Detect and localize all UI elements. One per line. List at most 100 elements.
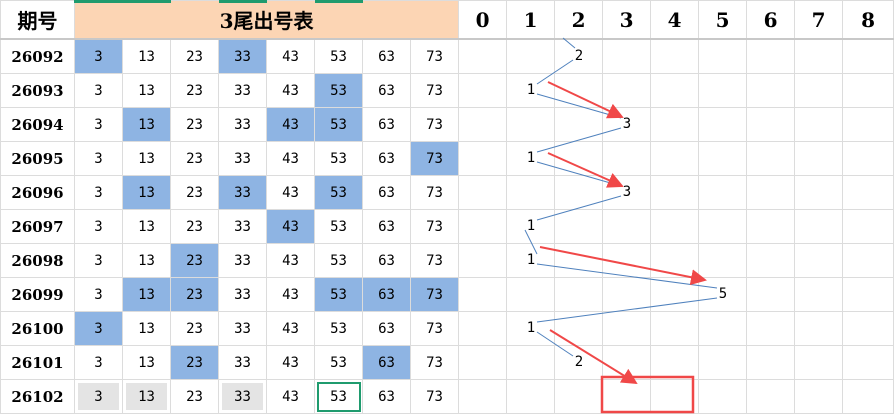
number-cell[interactable]: 73 [409, 379, 460, 414]
digit-header-3[interactable]: 3 [602, 0, 652, 40]
number-cell[interactable]: 43 [266, 277, 315, 312]
digit-cell[interactable] [746, 73, 796, 108]
number-cell[interactable]: 33 [218, 311, 267, 346]
number-cell[interactable]: 3 [74, 345, 123, 380]
number-cell[interactable]: 23 [170, 107, 219, 142]
digit-cell[interactable] [842, 277, 894, 312]
number-cell[interactable]: 73 [409, 311, 460, 346]
digit-header-6[interactable]: 6 [746, 0, 796, 40]
digit-cell[interactable] [506, 209, 556, 244]
number-cell[interactable]: 13 [122, 209, 171, 244]
number-cell[interactable]: 63 [362, 243, 411, 278]
period-cell[interactable]: 26097 [0, 209, 75, 244]
number-cell[interactable]: 53 [314, 73, 363, 108]
number-cell[interactable]: 53 [314, 209, 363, 244]
number-cell[interactable]: 63 [362, 277, 411, 312]
number-cell[interactable]: 63 [362, 345, 411, 380]
number-cell[interactable]: 3 [74, 38, 123, 74]
digit-cell[interactable] [794, 311, 844, 346]
number-cell[interactable]: 33 [218, 243, 267, 278]
number-cell[interactable]: 53 [314, 345, 363, 380]
number-cell[interactable]: 73 [409, 141, 460, 176]
number-cell[interactable]: 73 [409, 345, 460, 380]
number-cell[interactable]: 23 [170, 243, 219, 278]
digit-cell[interactable] [842, 209, 894, 244]
digit-cell[interactable] [794, 277, 844, 312]
number-cell[interactable]: 33 [218, 73, 267, 108]
digit-cell[interactable] [554, 38, 604, 74]
number-cell[interactable]: 73 [409, 175, 460, 210]
digit-cell[interactable] [746, 277, 796, 312]
number-cell[interactable]: 23 [170, 379, 219, 414]
number-cell[interactable]: 73 [409, 107, 460, 142]
number-cell[interactable]: 33 [218, 107, 267, 142]
number-cell[interactable]: 13 [122, 38, 171, 74]
digit-cell[interactable] [650, 345, 700, 380]
digit-cell[interactable] [842, 345, 894, 380]
number-cell[interactable]: 13 [122, 243, 171, 278]
number-cell[interactable]: 33 [218, 141, 267, 176]
digit-cell[interactable] [794, 243, 844, 278]
digit-header-8[interactable]: 8 [842, 0, 894, 40]
number-cell[interactable]: 3 [74, 311, 123, 346]
number-cell[interactable]: 73 [409, 38, 460, 74]
digit-cell[interactable] [794, 345, 844, 380]
number-cell[interactable]: 53 [314, 175, 363, 210]
digit-cell[interactable] [746, 379, 796, 414]
number-cell[interactable]: 23 [170, 345, 219, 380]
period-cell[interactable]: 26099 [0, 277, 75, 312]
number-cell[interactable]: 33 [218, 379, 267, 414]
number-cell[interactable]: 43 [266, 243, 315, 278]
number-cell[interactable]: 13 [122, 277, 171, 312]
digit-cell[interactable] [698, 107, 748, 142]
digit-cell[interactable] [650, 209, 700, 244]
number-cell[interactable]: 43 [266, 209, 315, 244]
number-cell[interactable]: 3 [74, 141, 123, 176]
digit-cell[interactable] [650, 141, 700, 176]
number-cell[interactable]: 43 [266, 38, 315, 74]
number-cell[interactable]: 63 [362, 107, 411, 142]
digit-cell[interactable] [842, 311, 894, 346]
digit-cell[interactable] [842, 243, 894, 278]
number-cell[interactable]: 23 [170, 277, 219, 312]
period-header[interactable]: 期号 [0, 0, 75, 40]
digit-cell[interactable] [794, 209, 844, 244]
number-cell[interactable]: 53 [314, 107, 363, 142]
digit-cell[interactable] [842, 379, 894, 414]
number-cell[interactable]: 43 [266, 379, 315, 414]
number-cell[interactable]: 3 [74, 209, 123, 244]
digit-header-1[interactable]: 1 [506, 0, 556, 40]
period-cell[interactable]: 26102 [0, 379, 75, 414]
number-cell[interactable]: 43 [266, 141, 315, 176]
number-cell[interactable]: 3 [74, 107, 123, 142]
table-title[interactable]: 3尾出号表 [73, 0, 460, 40]
digit-cell[interactable] [506, 38, 556, 74]
digit-cell[interactable] [746, 38, 796, 74]
period-cell[interactable]: 26096 [0, 175, 75, 210]
number-cell[interactable]: 33 [218, 209, 267, 244]
digit-cell[interactable] [602, 209, 652, 244]
period-cell[interactable]: 26093 [0, 73, 75, 108]
number-cell[interactable]: 13 [122, 107, 171, 142]
digit-cell[interactable] [554, 175, 604, 210]
digit-cell[interactable] [698, 379, 748, 414]
number-cell[interactable]: 63 [362, 141, 411, 176]
digit-cell[interactable] [602, 73, 652, 108]
number-cell[interactable]: 3 [74, 277, 123, 312]
digit-cell[interactable] [458, 243, 508, 278]
number-cell[interactable]: 13 [122, 345, 171, 380]
number-cell[interactable]: 13 [122, 73, 171, 108]
number-cell[interactable]: 33 [218, 38, 267, 74]
digit-cell[interactable] [458, 379, 508, 414]
digit-header-4[interactable]: 4 [650, 0, 700, 40]
digit-cell[interactable] [794, 175, 844, 210]
digit-cell[interactable] [842, 38, 894, 74]
digit-cell[interactable] [746, 311, 796, 346]
digit-cell[interactable] [506, 277, 556, 312]
digit-cell[interactable] [458, 38, 508, 74]
number-cell[interactable]: 63 [362, 311, 411, 346]
digit-cell[interactable] [554, 277, 604, 312]
number-cell[interactable]: 63 [362, 379, 411, 414]
digit-cell[interactable] [506, 73, 556, 108]
period-cell[interactable]: 26098 [0, 243, 75, 278]
